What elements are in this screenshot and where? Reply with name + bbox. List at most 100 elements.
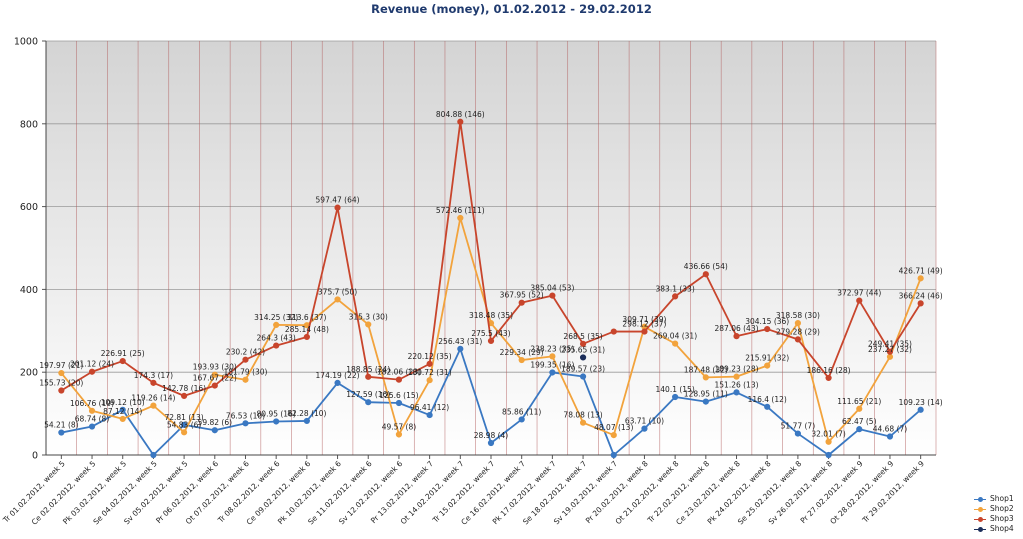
legend-item-shop1: Shop1 bbox=[974, 494, 1022, 504]
data-label-shop1: 85.86 (11) bbox=[502, 407, 541, 416]
data-point-shop2 bbox=[518, 356, 525, 364]
data-label-shop1: 59.82 (6) bbox=[198, 418, 233, 427]
data-label-shop1: 76.53 (10) bbox=[226, 411, 265, 420]
y-tick-label: 1000 bbox=[14, 37, 38, 48]
data-point-shop1 bbox=[549, 369, 556, 376]
data-point-shop1 bbox=[242, 420, 249, 427]
data-point-shop3 bbox=[119, 357, 126, 365]
data-label-shop2: 187.48 (32) bbox=[684, 365, 728, 374]
data-label-shop1: 109.23 (14) bbox=[899, 398, 943, 407]
data-point-shop2 bbox=[856, 405, 863, 412]
data-point-shop3 bbox=[610, 328, 617, 335]
data-point-shop2 bbox=[334, 296, 341, 303]
data-point-shop2 bbox=[457, 214, 464, 222]
x-tick-label: Tr 29.02.2012, week 9 bbox=[860, 459, 926, 525]
data-label-shop3: 804.88 (146) bbox=[436, 110, 485, 119]
legend: Shop1 Shop2 Shop3 Shop4 bbox=[974, 494, 1022, 534]
data-point-shop2 bbox=[242, 376, 249, 383]
data-label-shop2: 87.12 (14) bbox=[103, 407, 142, 416]
data-label-shop1: 72.81 (13) bbox=[164, 413, 203, 422]
legend-item-shop4: Shop4 bbox=[974, 524, 1022, 534]
data-point-shop3 bbox=[917, 300, 924, 307]
chart-title: Revenue (money), 01.02.2012 - 29.02.2012 bbox=[371, 2, 652, 16]
data-label-shop2: 426.71 (49) bbox=[899, 266, 943, 275]
data-point-shop1 bbox=[518, 416, 525, 423]
data-label-shop2: 375.7 (50) bbox=[318, 287, 357, 296]
data-point-shop2 bbox=[395, 431, 403, 438]
data-label-shop1: 51.77 (7) bbox=[781, 422, 816, 431]
data-point-shop1 bbox=[764, 403, 771, 410]
data-point-shop2 bbox=[181, 429, 188, 436]
data-point-shop1 bbox=[119, 406, 126, 413]
data-label-shop1: 54.21 (8) bbox=[44, 421, 79, 430]
data-label-shop1: 256.43 (31) bbox=[438, 337, 482, 346]
data-point-shop1 bbox=[457, 345, 464, 352]
legend-marker bbox=[977, 506, 983, 512]
data-label-shop4: 235.65 (31) bbox=[561, 345, 605, 354]
legend-marker bbox=[977, 526, 983, 532]
data-label-shop3: 220.12 (35) bbox=[408, 352, 452, 361]
data-point-shop3 bbox=[334, 204, 341, 211]
data-point-shop3 bbox=[733, 333, 740, 340]
data-label-shop1: 151.26 (13) bbox=[715, 380, 759, 389]
data-label-shop1: 68.74 (8) bbox=[75, 415, 110, 424]
data-point-shop3 bbox=[242, 356, 249, 363]
data-label-shop3: 201.12 (24) bbox=[70, 360, 114, 369]
data-point-shop1 bbox=[825, 451, 832, 459]
data-label-shop3: 298.12 (37) bbox=[622, 320, 666, 329]
data-point-shop1 bbox=[334, 379, 341, 386]
data-label-shop2: 215.91 (32) bbox=[745, 354, 789, 363]
data-label-shop1: 125.6 (15) bbox=[379, 391, 418, 400]
data-label-shop2: 111.65 (21) bbox=[837, 397, 881, 406]
data-label-shop2: 572.46 (111) bbox=[436, 206, 485, 215]
data-label-shop2: 309.71 (39) bbox=[622, 315, 666, 324]
data-point-shop2 bbox=[579, 419, 587, 426]
data-label-shop3: 186.16 (28) bbox=[807, 366, 851, 375]
data-point-shop3 bbox=[457, 118, 464, 125]
data-point-shop3 bbox=[549, 292, 556, 299]
legend-item-shop3: Shop3 bbox=[974, 514, 1022, 524]
data-label-shop3: 268.5 (35) bbox=[563, 332, 602, 341]
data-point-shop1 bbox=[733, 389, 740, 396]
data-point-shop3 bbox=[365, 373, 372, 380]
data-point-shop1 bbox=[579, 373, 587, 380]
data-label-shop2: 313.6 (37) bbox=[287, 313, 326, 322]
y-tick-label: 200 bbox=[20, 368, 38, 379]
data-label-shop2: 189.23 (28) bbox=[715, 365, 759, 374]
data-point-shop1 bbox=[365, 399, 372, 406]
data-point-shop3 bbox=[487, 337, 495, 345]
y-tick-label: 600 bbox=[20, 202, 38, 213]
data-label-shop1: 189.57 (23) bbox=[561, 365, 605, 374]
data-point-shop3 bbox=[825, 374, 832, 382]
data-label-shop3: 385.04 (53) bbox=[530, 284, 574, 293]
data-point-shop2 bbox=[702, 374, 709, 381]
data-label-shop2: 49.57 (8) bbox=[382, 422, 417, 431]
data-label-shop3: 188.85 (24) bbox=[346, 365, 390, 374]
data-label-shop1: 116.4 (12) bbox=[748, 395, 787, 404]
data-point-shop3 bbox=[58, 387, 65, 394]
data-point-shop3 bbox=[88, 368, 96, 375]
data-label-shop3: 372.97 (44) bbox=[837, 289, 881, 298]
data-point-shop3 bbox=[181, 392, 188, 399]
data-point-shop3 bbox=[702, 271, 709, 278]
data-point-shop1 bbox=[150, 451, 157, 459]
data-label-shop1: 109.12 (10) bbox=[101, 398, 145, 407]
data-point-shop2 bbox=[764, 362, 771, 369]
data-label-shop2: 180.72 (31) bbox=[408, 368, 452, 377]
data-point-shop2 bbox=[825, 438, 832, 445]
data-point-shop1 bbox=[395, 399, 403, 407]
plot-background bbox=[46, 41, 936, 455]
data-label-shop1: 63.71 (10) bbox=[625, 417, 664, 426]
data-point-shop1 bbox=[794, 430, 801, 437]
data-label-shop3: 230.2 (42) bbox=[226, 348, 265, 357]
data-point-shop3 bbox=[579, 340, 587, 347]
data-label-shop3: 367.95 (52) bbox=[500, 291, 544, 300]
data-label-shop3: 167.67 (22) bbox=[193, 374, 237, 383]
data-point-shop2 bbox=[610, 431, 617, 439]
data-point-shop1 bbox=[88, 423, 96, 430]
data-point-shop3 bbox=[273, 342, 280, 349]
legend-label: Shop1 bbox=[990, 494, 1014, 503]
data-label-shop2: 269.04 (31) bbox=[653, 332, 697, 341]
data-label-shop1: 199.35 (16) bbox=[530, 360, 574, 369]
data-label-shop2: 318.58 (30) bbox=[776, 311, 820, 320]
